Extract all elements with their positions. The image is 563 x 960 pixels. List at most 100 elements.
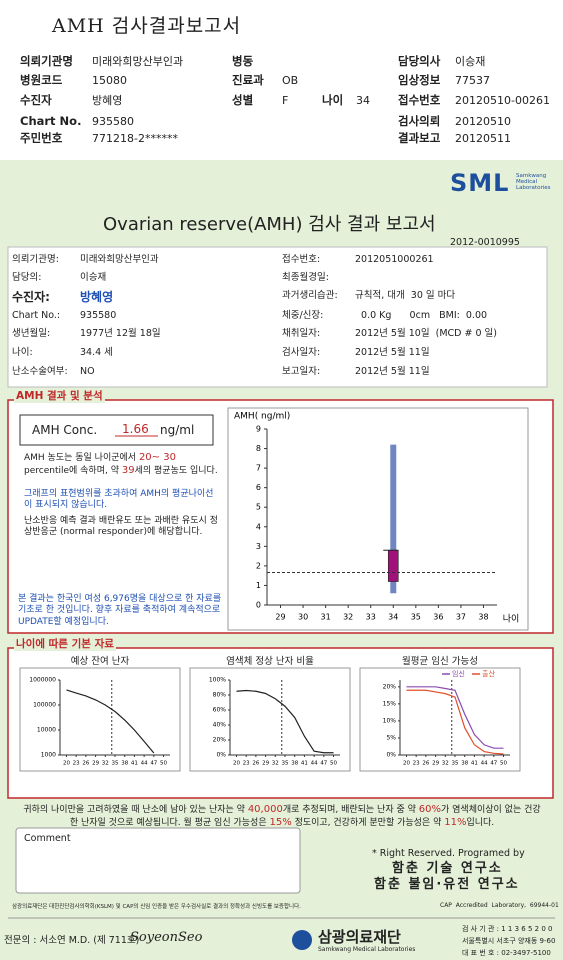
section-title: 나이에 따른 기본 자료 xyxy=(14,638,116,651)
field-label: 결과보고 xyxy=(398,131,441,145)
info-value: 2012년 5월 11일 xyxy=(355,366,430,377)
field-label: 담당의사 xyxy=(398,54,441,68)
lab-name: 함춘 기술 연구소 xyxy=(392,861,503,876)
top-area xyxy=(0,0,563,160)
field-value: 34 xyxy=(356,94,370,107)
footer-note: 삼광의료재단은 대한진단검사의학회(KSLM) 및 CAP의 신임 인증을 받은… xyxy=(12,904,301,910)
field-value: OB xyxy=(282,74,299,87)
line xyxy=(406,686,504,749)
text: 정도이고, 건강하게 분만할 가능성은 약 xyxy=(291,817,445,828)
info-value: 2012년 5월 10일 (MCD # 0 일) xyxy=(355,328,497,339)
x-tick-label: 35 xyxy=(411,613,421,622)
whisker xyxy=(390,444,397,594)
x-tick-label: 34 xyxy=(388,613,398,622)
amh-note: 그래프의 표현범위를 초과하여 AMH의 평균나이선이 표시되지 않습니다. xyxy=(24,489,214,511)
x-tick-label: 20 xyxy=(403,761,410,767)
field-value: 15080 xyxy=(92,74,127,87)
field-label: 병동 xyxy=(232,54,254,68)
y-tick-label: 8 xyxy=(256,444,261,453)
text: 세의 평균농도 입니다. xyxy=(134,465,218,476)
mini-box xyxy=(359,667,521,772)
mini-box xyxy=(19,667,181,772)
y-tick-label: 0% xyxy=(216,752,226,759)
org-logo xyxy=(292,930,312,950)
y-tick-label: 60% xyxy=(213,707,227,714)
x-tick-label: 38 xyxy=(461,761,468,767)
box xyxy=(387,549,399,582)
field-value: 935580 xyxy=(92,115,134,128)
y-tick-label: 15% xyxy=(383,700,397,707)
line xyxy=(406,689,504,755)
field-value: 방혜영 xyxy=(92,94,123,107)
x-tick-label: 38 xyxy=(121,761,128,767)
x-tick-label: 38 xyxy=(291,761,298,767)
highlight: 20~ 30 xyxy=(138,452,176,463)
info-label: 과거생리습관: xyxy=(282,290,338,301)
section-title: AMH 결과 및 분석 xyxy=(14,390,105,403)
x-tick-label: 50 xyxy=(160,761,167,767)
x-tick-label: 26 xyxy=(82,761,89,767)
info-value: 이승재 xyxy=(80,272,107,283)
highlight: 39 xyxy=(121,464,135,476)
y-tick-label: 3 xyxy=(256,542,261,551)
y-tick-label: 0 xyxy=(256,601,261,610)
x-tick-label: 44 xyxy=(141,761,148,767)
field-value: 미래와희망산부인과 xyxy=(92,55,184,68)
info-value: 935580 xyxy=(80,310,117,321)
x-tick-label: 32 xyxy=(102,761,109,767)
info-value: 1977년 12월 18일 xyxy=(80,328,161,339)
text: 귀하의 나이만을 고려하였을 때 난소에 남아 있는 난자는 약 xyxy=(23,805,248,815)
info-label: 생년월일: xyxy=(12,328,51,339)
org-info: 서울특별시 서초구 양재동 9-60 xyxy=(462,937,556,945)
x-tick-label: 26 xyxy=(422,761,429,767)
info-value: 미래와희망산부인과 xyxy=(80,254,159,265)
x-tick-label: 33 xyxy=(366,613,376,622)
x-tick-label: 32 xyxy=(272,761,279,767)
field-value: 20120510 xyxy=(455,115,511,128)
field-label: 진료과 xyxy=(232,73,264,87)
x-tick-label: 35 xyxy=(112,761,119,767)
y-tick-label: 2 xyxy=(256,561,261,570)
x-tick-label: 26 xyxy=(252,761,259,767)
y-axis-label: AMH( ng/ml) xyxy=(234,412,290,422)
y-tick-label: 1000 xyxy=(41,752,56,759)
comment-label: Comment xyxy=(24,833,71,844)
x-tick-label: 44 xyxy=(311,761,318,767)
info-label: 검사일자: xyxy=(282,347,321,358)
x-tick-label: 29 xyxy=(92,761,99,767)
logo: SML xyxy=(450,169,510,197)
comment-box xyxy=(15,827,301,894)
field-value: 771218-2****** xyxy=(92,132,178,145)
y-tick-label: 10000 xyxy=(37,727,56,734)
x-tick-label: 20 xyxy=(63,761,70,767)
x-tick-label: 47 xyxy=(150,761,157,767)
chart-title: 예상 잔여 난자 xyxy=(70,656,130,667)
x-tick-label: 32 xyxy=(442,761,449,767)
report-number: 2012-0010995 xyxy=(450,237,520,248)
y-tick-label: 20% xyxy=(383,683,397,690)
info-value: 방혜영 xyxy=(80,290,114,304)
info-value: 0.0 Kg 0cm BMI: 0.00 xyxy=(355,310,488,321)
chart-title: 염색체 정상 난자 비율 xyxy=(226,656,314,667)
x-tick-label: 41 xyxy=(131,761,138,767)
x-tick-label: 50 xyxy=(500,761,507,767)
y-tick-label: 9 xyxy=(256,425,261,434)
info-label: 체중/신장: xyxy=(282,310,324,321)
text: 입니다. xyxy=(466,817,495,828)
amh-label: AMH Conc. xyxy=(32,423,98,437)
x-tick-label: 38 xyxy=(478,613,488,622)
org-info: 검 사 기 관 : 1 1 3 6 5 2 0 0 xyxy=(462,925,553,933)
field-value: 77537 xyxy=(455,74,490,87)
highlight: 60% xyxy=(418,804,441,815)
org-info: 대 표 번 호 : 02-3497-5100 xyxy=(462,949,551,957)
y-tick-label: 5% xyxy=(386,734,396,741)
info-label: 접수번호: xyxy=(282,254,321,265)
x-tick-label: 41 xyxy=(301,761,308,767)
text: 가 염색체이상이 없는 건강한 난자일 것으로 예상됩니다. 월 평균 임신 가… xyxy=(69,805,541,828)
legend-label: 임신 xyxy=(452,669,465,678)
x-tick-label: 20 xyxy=(233,761,240,767)
summary: 귀하의 나이만을 고려하였을 때 난소에 남아 있는 난자는 약 40,000개… xyxy=(22,804,542,829)
text: 개로 추정되며, 배란되는 난자 중 약 xyxy=(282,805,419,815)
